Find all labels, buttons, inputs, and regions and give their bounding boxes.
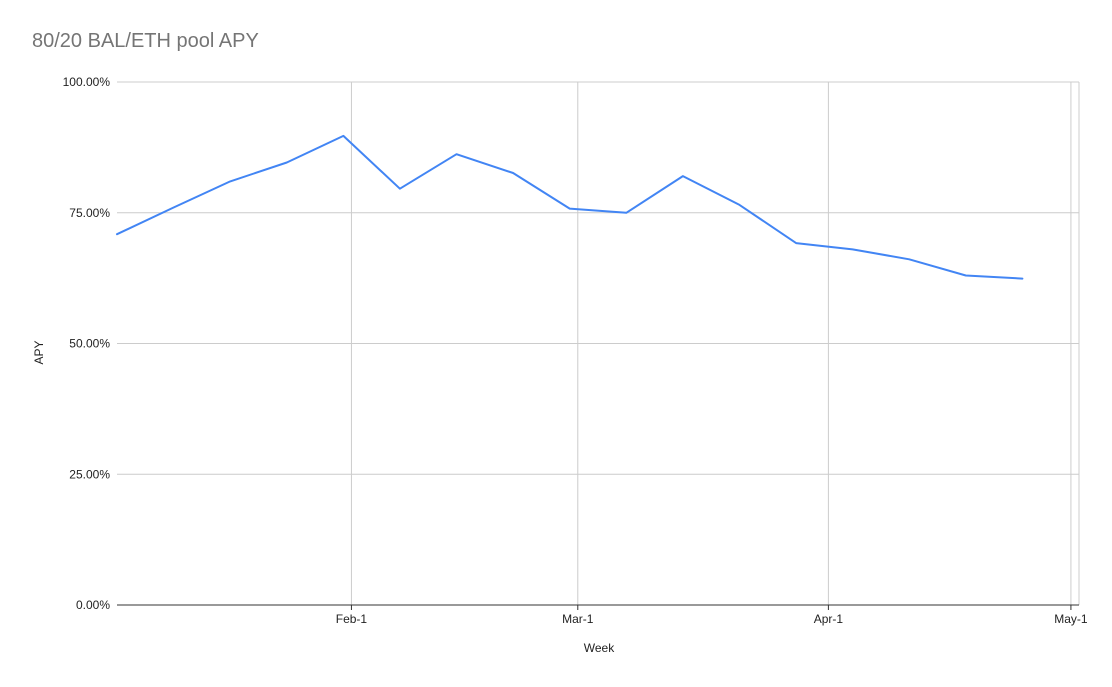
x-axis-title: Week [584,641,615,655]
y-tick-label: 50.00% [69,337,110,351]
y-axis-title: APY [32,340,46,364]
y-tick-label: 0.00% [76,598,110,612]
series-line [116,134,1024,280]
x-tick-label: May-1 [1054,612,1088,626]
y-tick-label: 25.00% [69,467,110,481]
x-tick-label: Feb-1 [336,612,368,626]
y-tick-label: 100.00% [63,75,111,89]
x-tick-label: Apr-1 [814,612,844,626]
y-tick-label: 75.00% [69,206,110,220]
chart-title: 80/20 BAL/ETH pool APY [32,30,259,52]
x-tick-label: Mar-1 [562,612,594,626]
